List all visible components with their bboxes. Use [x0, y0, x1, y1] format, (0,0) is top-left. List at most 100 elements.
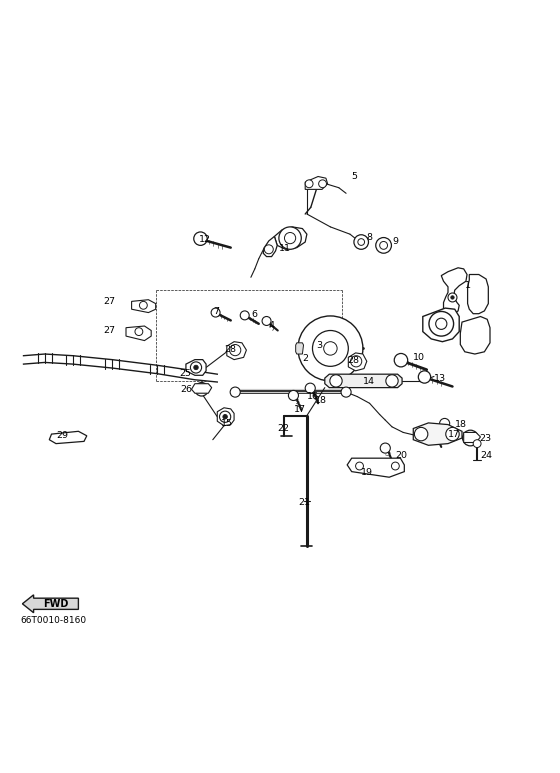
- Polygon shape: [305, 176, 328, 189]
- Circle shape: [428, 428, 438, 438]
- Text: FWD: FWD: [43, 599, 69, 609]
- Circle shape: [305, 180, 313, 188]
- Polygon shape: [22, 594, 78, 613]
- Text: 22: 22: [277, 424, 289, 434]
- Circle shape: [240, 311, 249, 320]
- Polygon shape: [460, 316, 490, 354]
- Text: 28: 28: [347, 356, 359, 365]
- Polygon shape: [413, 423, 462, 445]
- Circle shape: [305, 383, 315, 393]
- Text: 17: 17: [293, 405, 305, 414]
- Text: 7: 7: [213, 307, 219, 315]
- Text: 11: 11: [279, 244, 291, 253]
- Circle shape: [341, 387, 351, 397]
- Circle shape: [358, 239, 365, 245]
- Circle shape: [135, 328, 143, 335]
- Polygon shape: [186, 359, 206, 376]
- Circle shape: [440, 418, 450, 428]
- Text: 8: 8: [367, 233, 373, 242]
- Circle shape: [324, 342, 337, 355]
- Circle shape: [356, 462, 363, 470]
- Circle shape: [298, 316, 363, 381]
- Text: 26: 26: [180, 385, 192, 394]
- Circle shape: [436, 318, 447, 329]
- Circle shape: [230, 387, 240, 397]
- Text: 4: 4: [269, 321, 275, 330]
- Circle shape: [467, 434, 474, 441]
- Polygon shape: [348, 353, 367, 371]
- Circle shape: [312, 331, 348, 366]
- Text: 27: 27: [104, 297, 115, 305]
- Polygon shape: [464, 432, 480, 442]
- Polygon shape: [325, 374, 402, 387]
- Text: 12: 12: [199, 235, 211, 244]
- Circle shape: [288, 390, 298, 400]
- Text: 21: 21: [298, 499, 310, 507]
- Text: 1: 1: [465, 281, 471, 291]
- Circle shape: [230, 345, 241, 356]
- Circle shape: [220, 411, 231, 422]
- Text: 18: 18: [455, 420, 466, 429]
- Circle shape: [264, 245, 273, 254]
- Text: 27: 27: [104, 326, 115, 335]
- Circle shape: [139, 301, 147, 309]
- Circle shape: [386, 375, 398, 387]
- Text: 29: 29: [56, 431, 68, 440]
- Text: 6: 6: [251, 310, 257, 319]
- Circle shape: [429, 312, 454, 336]
- Circle shape: [414, 427, 428, 441]
- Circle shape: [351, 356, 362, 367]
- Circle shape: [284, 233, 296, 243]
- Circle shape: [418, 371, 431, 383]
- Text: 18: 18: [315, 397, 326, 405]
- Text: 3: 3: [316, 342, 323, 350]
- Text: 9: 9: [392, 237, 398, 247]
- Circle shape: [376, 237, 391, 254]
- Circle shape: [391, 462, 399, 470]
- Text: 10: 10: [413, 352, 425, 362]
- Circle shape: [354, 235, 368, 250]
- Polygon shape: [274, 227, 307, 250]
- Circle shape: [451, 296, 454, 299]
- Circle shape: [380, 241, 388, 250]
- Polygon shape: [132, 300, 156, 312]
- Circle shape: [446, 427, 459, 441]
- Circle shape: [194, 365, 198, 369]
- Polygon shape: [263, 237, 277, 257]
- Text: 23: 23: [479, 434, 491, 444]
- Circle shape: [194, 232, 207, 245]
- Text: 28: 28: [224, 345, 236, 354]
- Text: 66T0010-8160: 66T0010-8160: [21, 616, 87, 625]
- Circle shape: [262, 316, 271, 325]
- Circle shape: [473, 440, 481, 448]
- Polygon shape: [227, 342, 246, 359]
- Circle shape: [195, 383, 208, 396]
- Polygon shape: [126, 326, 151, 341]
- Polygon shape: [468, 274, 488, 314]
- Polygon shape: [217, 408, 234, 426]
- Text: 17: 17: [448, 430, 460, 439]
- Circle shape: [330, 375, 342, 387]
- Text: 25: 25: [179, 369, 191, 379]
- Polygon shape: [192, 383, 212, 393]
- Circle shape: [223, 414, 227, 419]
- Text: 15: 15: [221, 419, 233, 427]
- Polygon shape: [423, 308, 459, 342]
- Text: 2: 2: [302, 354, 309, 363]
- Circle shape: [211, 308, 220, 317]
- Circle shape: [394, 353, 408, 367]
- Text: 14: 14: [363, 376, 375, 386]
- Circle shape: [463, 431, 478, 446]
- Text: 20: 20: [395, 451, 407, 460]
- Text: 24: 24: [480, 451, 492, 460]
- Polygon shape: [441, 267, 467, 315]
- Polygon shape: [296, 342, 304, 354]
- Polygon shape: [347, 458, 404, 477]
- Text: 13: 13: [434, 374, 446, 383]
- Circle shape: [319, 180, 326, 188]
- Text: 5: 5: [352, 172, 358, 182]
- Circle shape: [199, 386, 204, 392]
- Polygon shape: [49, 431, 87, 444]
- Circle shape: [380, 443, 390, 453]
- Circle shape: [190, 362, 202, 373]
